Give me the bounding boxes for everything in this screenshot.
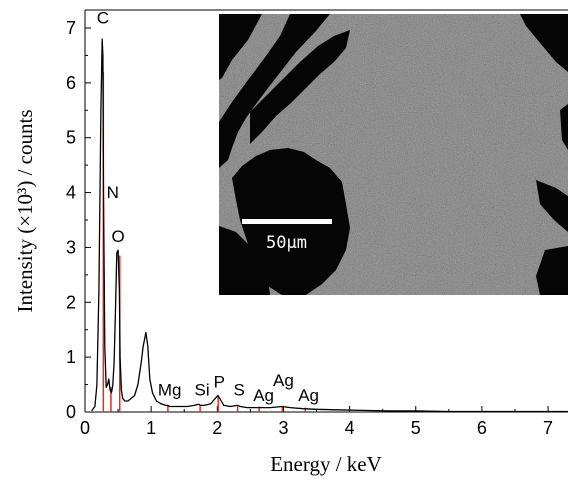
y-axis-ticks: 0 1 2 3 4 5 6 7 bbox=[66, 18, 91, 422]
y-tick-label: 7 bbox=[66, 18, 76, 38]
scale-bar-label: 50µm bbox=[266, 233, 307, 253]
peak-label-s: S bbox=[233, 381, 244, 400]
y-tick-label: 6 bbox=[66, 73, 76, 93]
x-tick-label: 0 bbox=[80, 418, 90, 438]
x-tick-label: 4 bbox=[345, 418, 355, 438]
x-tick-label: 1 bbox=[146, 418, 156, 438]
x-tick-label: 6 bbox=[477, 418, 487, 438]
scale-bar-line bbox=[242, 219, 332, 224]
y-tick-label: 1 bbox=[66, 347, 76, 367]
peak-label-ag: Ag bbox=[298, 386, 319, 405]
x-tick-label: 7 bbox=[543, 418, 553, 438]
peak-label-n: N bbox=[107, 183, 119, 202]
y-tick-label: 2 bbox=[66, 292, 76, 312]
peak-label-o: O bbox=[111, 227, 124, 246]
peak-label-ag: Ag bbox=[253, 386, 274, 405]
y-tick-label: 5 bbox=[66, 128, 76, 148]
y-tick-label: 3 bbox=[66, 237, 76, 257]
x-axis-title: Energy / keV bbox=[270, 452, 382, 476]
x-tick-label: 3 bbox=[278, 418, 288, 438]
x-tick-label: 2 bbox=[212, 418, 222, 438]
peak-label-c: C bbox=[97, 9, 109, 28]
y-tick-label: 0 bbox=[66, 402, 76, 422]
y-tick-label: 4 bbox=[66, 183, 76, 203]
inset-scale-bar: 50µm bbox=[242, 219, 332, 253]
peak-label-p: P bbox=[214, 372, 225, 391]
x-tick-label: 5 bbox=[411, 418, 421, 438]
peak-label-mg: Mg bbox=[158, 381, 182, 400]
spectrum-line bbox=[91, 38, 568, 413]
peak-label-si: Si bbox=[195, 381, 210, 400]
peak-label-ag: Ag bbox=[273, 371, 294, 390]
y-axis-title: Intensity (×10³) / counts bbox=[13, 109, 37, 312]
sem-inset-image: 50µm bbox=[219, 14, 568, 295]
x-axis-ticks: 0 1 2 3 4 5 6 7 bbox=[80, 406, 553, 438]
